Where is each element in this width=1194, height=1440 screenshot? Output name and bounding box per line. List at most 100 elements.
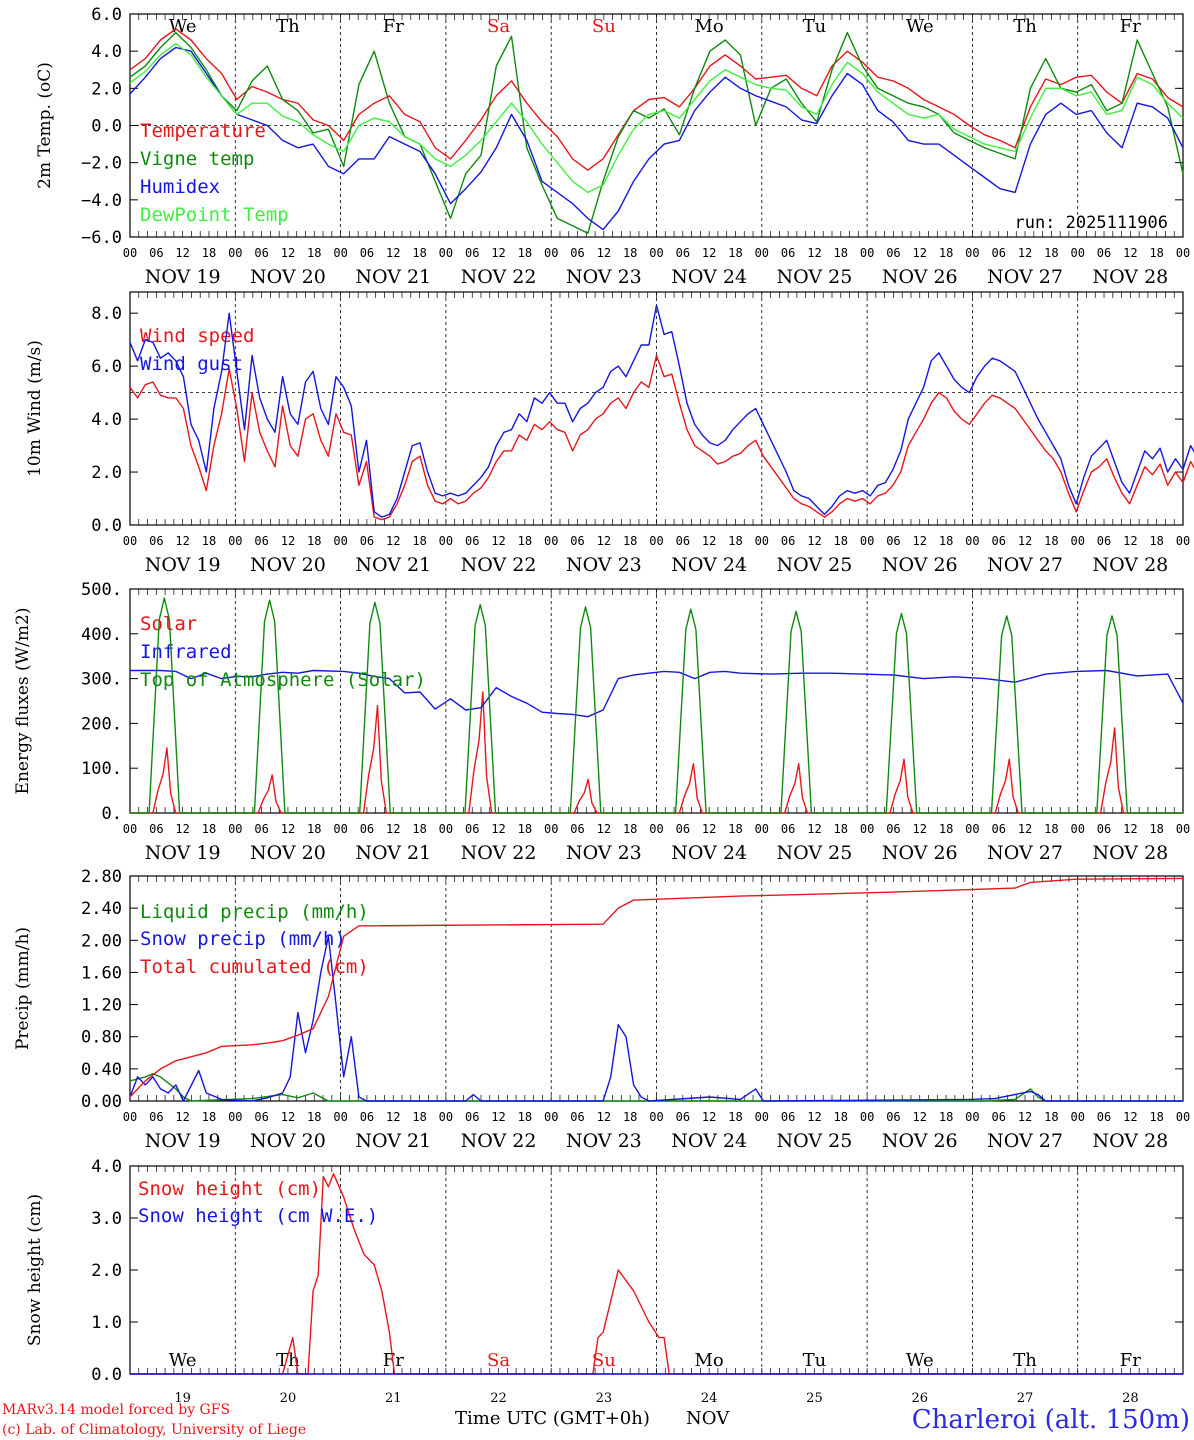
x-hour-tick-label: 06 xyxy=(886,1110,900,1124)
x-hour-tick-label: 12 xyxy=(1018,1110,1032,1124)
x-hour-tick-label: 06 xyxy=(781,534,795,548)
x-hour-tick-label: 18 xyxy=(412,246,426,260)
x-hour-tick-label: 06 xyxy=(991,822,1005,836)
y-tick-label: 8.0 xyxy=(91,304,122,324)
x-day-number-label: 24 xyxy=(701,1391,718,1406)
x-hour-tick-label: 18 xyxy=(307,1110,321,1124)
weekday-label: Th xyxy=(1013,1350,1037,1371)
series-line-humidex xyxy=(129,46,1184,231)
x-hour-tick-label: 00 xyxy=(1176,822,1190,836)
x-hour-tick-label: 06 xyxy=(570,822,584,836)
x-date-label: NOV 21 xyxy=(355,1130,431,1152)
y-tick-label: 0.0 xyxy=(91,117,122,137)
legend-entry: Liquid precip (mm/h) xyxy=(140,901,369,923)
x-hour-tick-label: 12 xyxy=(491,534,505,548)
x-hour-tick-label: 00 xyxy=(228,246,242,260)
x-hour-tick-label: 06 xyxy=(465,1110,479,1124)
x-date-label: NOV 20 xyxy=(250,1130,326,1152)
x-hour-tick-label: 18 xyxy=(834,1110,848,1124)
y-tick-label: −6.0 xyxy=(81,228,122,248)
x-hour-tick-label: 00 xyxy=(755,1110,769,1124)
x-hour-tick-label: 00 xyxy=(1176,246,1190,260)
x-hour-tick-label: 12 xyxy=(175,1110,189,1124)
x-hour-tick-label: 12 xyxy=(1123,1110,1137,1124)
weekday-label: Sa xyxy=(487,16,510,37)
x-hour-tick-label: 00 xyxy=(228,1110,242,1124)
x-hour-tick-label: 12 xyxy=(1123,822,1137,836)
x-date-label: NOV 27 xyxy=(987,1130,1063,1152)
x-date-label: NOV 27 xyxy=(987,842,1063,864)
x-date-label: NOV 24 xyxy=(671,554,747,576)
y-axis-label: Snow height (cm) xyxy=(25,1194,45,1346)
x-hour-tick-label: 00 xyxy=(544,246,558,260)
legend-entry: Temperature xyxy=(140,120,266,142)
weekday-label: Th xyxy=(1013,16,1037,37)
x-hour-tick-label: 18 xyxy=(623,246,637,260)
x-hour-tick-label: 06 xyxy=(254,1110,268,1124)
x-hour-tick-label: 00 xyxy=(544,1110,558,1124)
x-date-label: NOV 24 xyxy=(671,842,747,864)
x-hour-tick-label: 12 xyxy=(491,822,505,836)
x-date-label: NOV 26 xyxy=(882,1130,958,1152)
x-hour-tick-label: 00 xyxy=(649,246,663,260)
y-tick-label: 1.60 xyxy=(81,963,122,983)
x-hour-tick-label: 00 xyxy=(123,534,137,548)
x-date-label: NOV 28 xyxy=(1092,266,1168,288)
series-line-vigne-temp xyxy=(129,31,1184,234)
x-date-label: NOV 23 xyxy=(566,554,642,576)
legend-entry: Snow height (cm W.E.) xyxy=(138,1205,378,1227)
x-hour-tick-label: 00 xyxy=(544,534,558,548)
x-date-label: NOV 28 xyxy=(1092,554,1168,576)
weekday-label: Tu xyxy=(803,1350,827,1371)
weekday-label: We xyxy=(169,16,197,37)
x-hour-tick-label: 06 xyxy=(465,534,479,548)
y-tick-label: 200. xyxy=(81,714,122,734)
x-date-label: NOV 19 xyxy=(145,842,221,864)
x-hour-tick-label: 18 xyxy=(202,246,216,260)
series-line-infrared xyxy=(130,669,1184,718)
x-hour-tick-label: 18 xyxy=(1149,822,1163,836)
x-date-label: NOV 19 xyxy=(145,1130,221,1152)
x-hour-tick-label: 06 xyxy=(149,822,163,836)
x-date-label: NOV 22 xyxy=(461,1130,537,1152)
x-hour-tick-label: 00 xyxy=(860,1110,874,1124)
panel-5: 4.0 3.0 2.0 1.0 0.0 Snow height (cm) We Th Fr Sa S… xyxy=(25,1157,1184,1406)
x-hour-tick-label: 06 xyxy=(149,534,163,548)
panel-1: 6.0 4.0 2.0 0.0 −2.0 −4.0 −6.0 2m Temp. (oC) 00 0… xyxy=(35,5,1190,288)
y-axis-label: 10m Wind (m/s) xyxy=(25,340,45,477)
y-tick-label: 2.00 xyxy=(81,931,122,951)
legend-entry: Vigne temp xyxy=(140,148,254,170)
x-hour-tick-label: 00 xyxy=(649,1110,663,1124)
x-hour-tick-label: 06 xyxy=(676,246,690,260)
legend-entry: Snow precip (mm/h) xyxy=(140,928,346,950)
x-day-number-label: 19 xyxy=(174,1391,191,1406)
x-hour-tick-label: 18 xyxy=(1149,246,1163,260)
x-hour-tick-label: 12 xyxy=(281,1110,295,1124)
x-day-number-label: 20 xyxy=(280,1391,297,1406)
x-hour-tick-label: 18 xyxy=(939,534,953,548)
x-day-number-label: 25 xyxy=(806,1391,823,1406)
x-hour-tick-label: 00 xyxy=(1176,1110,1190,1124)
x-hour-tick-label: 18 xyxy=(1044,1110,1058,1124)
x-hour-tick-label: 00 xyxy=(123,246,137,260)
x-hour-tick-label: 06 xyxy=(570,534,584,548)
x-hour-tick-label: 12 xyxy=(491,246,505,260)
series-line-snow-precip-mm-h xyxy=(129,935,1183,1102)
x-hour-tick-label: 18 xyxy=(834,534,848,548)
x-hour-tick-label: 18 xyxy=(939,246,953,260)
weekday-label: Th xyxy=(276,16,300,37)
y-tick-label: 500. xyxy=(81,580,122,600)
x-hour-tick-label: 12 xyxy=(386,534,400,548)
x-date-label: NOV 25 xyxy=(777,1130,853,1152)
y-tick-label: −2.0 xyxy=(81,154,122,174)
x-hour-tick-label: 06 xyxy=(1097,246,1111,260)
x-date-label: NOV 23 xyxy=(566,1130,642,1152)
series-line-liquid-precip-mm-h xyxy=(129,1073,1183,1102)
panel-3: 500. 400. 300. 200. 100. 0. Energy fluxes (W/m… xyxy=(13,580,1190,864)
weekday-label: Su xyxy=(592,1350,616,1371)
x-hour-tick-label: 00 xyxy=(544,822,558,836)
x-hour-tick-label: 06 xyxy=(676,534,690,548)
x-hour-tick-label: 06 xyxy=(254,246,268,260)
x-hour-tick-label: 12 xyxy=(597,822,611,836)
x-date-label: NOV 22 xyxy=(461,266,537,288)
